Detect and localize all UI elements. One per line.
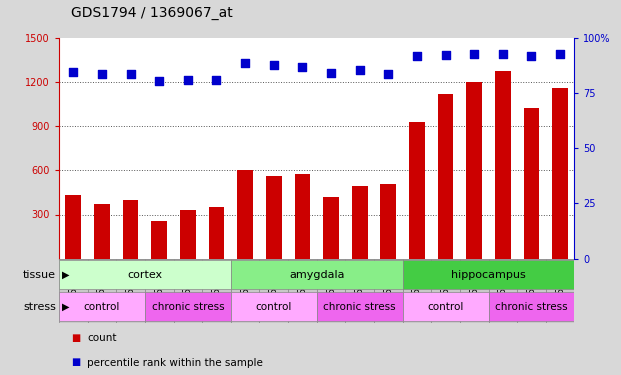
Point [355, 67, 365, 73]
Text: stress: stress [23, 302, 56, 312]
Bar [317, 292, 402, 321]
Text: control: control [84, 302, 120, 312]
Point [383, 71, 393, 77]
Bar [345, 259, 374, 322]
Text: hippocampus: hippocampus [451, 270, 526, 280]
Text: GSM53314: GSM53314 [68, 262, 78, 315]
Bar [209, 207, 224, 259]
Point [527, 53, 537, 59]
Point [68, 69, 78, 75]
Point [441, 52, 451, 58]
Bar [489, 259, 517, 322]
Bar [431, 259, 460, 322]
Bar [374, 259, 402, 322]
Text: GSM53303: GSM53303 [527, 262, 537, 315]
Bar [145, 292, 231, 321]
Bar [231, 260, 402, 289]
Text: GSM53313: GSM53313 [212, 262, 222, 315]
Text: GSM53312: GSM53312 [183, 262, 193, 315]
Text: GSM53316: GSM53316 [125, 262, 135, 315]
Bar [495, 70, 510, 259]
Point [212, 76, 222, 82]
Bar [351, 186, 368, 259]
Text: GDS1794 / 1369067_at: GDS1794 / 1369067_at [71, 6, 233, 20]
Text: chronic stress: chronic stress [495, 302, 568, 312]
Bar [59, 292, 145, 321]
Point [555, 51, 565, 57]
Text: GSM53304: GSM53304 [555, 262, 565, 315]
Bar [231, 259, 260, 322]
Text: ■: ■ [71, 357, 81, 368]
Bar [260, 259, 288, 322]
Bar [88, 259, 116, 322]
Bar [402, 259, 431, 322]
Bar [381, 183, 396, 259]
Text: count: count [87, 333, 117, 343]
Text: GSM53306: GSM53306 [269, 262, 279, 315]
Point [412, 53, 422, 59]
Bar [266, 176, 282, 259]
Text: chronic stress: chronic stress [324, 302, 396, 312]
Text: GSM53301: GSM53301 [383, 262, 393, 315]
Text: GSM53302: GSM53302 [498, 262, 508, 315]
Bar [489, 292, 574, 321]
Bar [231, 292, 317, 321]
Bar [123, 200, 138, 259]
Text: GSM53310: GSM53310 [469, 262, 479, 315]
Bar [152, 221, 167, 259]
Bar [145, 259, 173, 322]
Bar [402, 260, 574, 289]
Bar [94, 204, 110, 259]
Bar [180, 210, 196, 259]
Text: GSM53308: GSM53308 [412, 262, 422, 315]
Text: ▶: ▶ [62, 302, 70, 312]
Bar [409, 122, 425, 259]
Text: GSM53307: GSM53307 [297, 262, 307, 315]
Point [469, 51, 479, 57]
Text: GSM53300: GSM53300 [355, 262, 365, 315]
Bar [202, 259, 231, 322]
Text: percentile rank within the sample: percentile rank within the sample [87, 357, 263, 368]
Text: amygdala: amygdala [289, 270, 345, 280]
Text: ■: ■ [71, 333, 81, 343]
Text: tissue: tissue [23, 270, 56, 280]
Bar [466, 82, 482, 259]
Text: GSM53299: GSM53299 [326, 262, 336, 315]
Text: control: control [427, 302, 464, 312]
Text: control: control [256, 302, 292, 312]
Bar [402, 292, 489, 321]
Bar [317, 259, 345, 322]
Text: chronic stress: chronic stress [152, 302, 224, 312]
Bar [237, 170, 253, 259]
Point [97, 71, 107, 77]
Bar [323, 197, 339, 259]
Bar [546, 259, 574, 322]
Bar [59, 259, 88, 322]
Text: GSM53305: GSM53305 [240, 262, 250, 315]
Text: GSM53315: GSM53315 [97, 262, 107, 315]
Bar [65, 195, 81, 259]
Point [240, 60, 250, 66]
Point [154, 78, 164, 84]
Point [183, 76, 193, 82]
Text: GSM53311: GSM53311 [154, 262, 164, 315]
Bar [438, 94, 453, 259]
Bar [294, 174, 310, 259]
Point [269, 62, 279, 68]
Bar [552, 88, 568, 259]
Point [125, 71, 135, 77]
Bar [288, 259, 317, 322]
Bar [517, 259, 546, 322]
Point [498, 51, 508, 57]
Text: GSM53309: GSM53309 [440, 262, 451, 315]
Text: cortex: cortex [127, 270, 163, 280]
Text: ▶: ▶ [62, 270, 70, 280]
Bar [524, 108, 540, 259]
Bar [173, 259, 202, 322]
Point [297, 64, 307, 70]
Point [326, 70, 336, 76]
Bar [116, 259, 145, 322]
Bar [59, 260, 231, 289]
Bar [460, 259, 489, 322]
